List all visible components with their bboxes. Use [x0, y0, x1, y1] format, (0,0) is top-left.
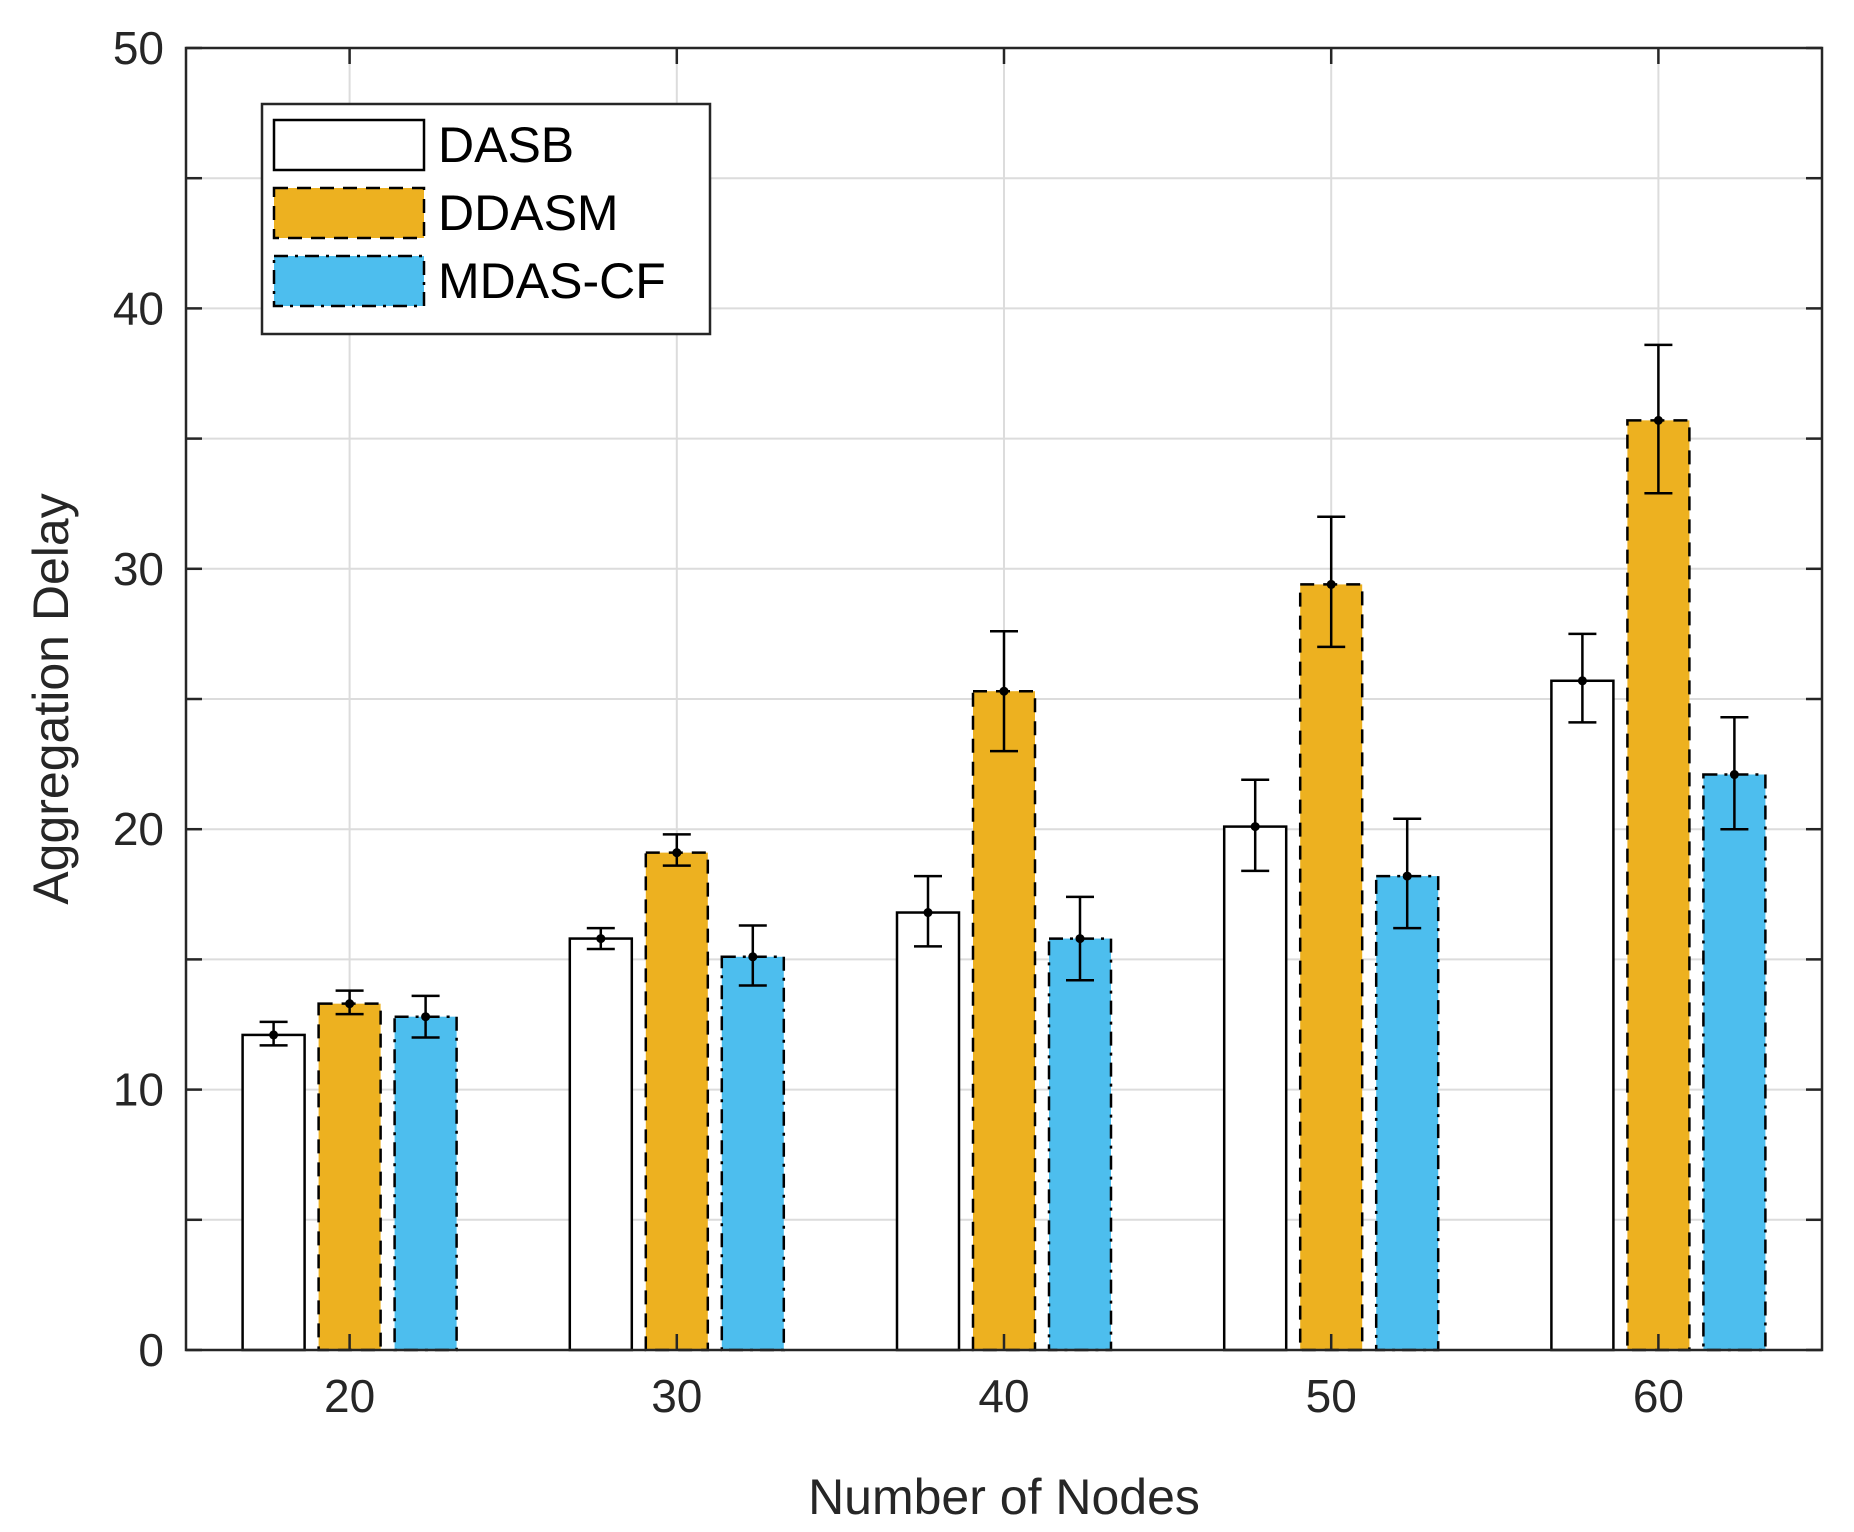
x-tick-label: 60 [1633, 1370, 1684, 1422]
mean-marker-dasb [1250, 822, 1260, 832]
mean-marker-dasb [1577, 676, 1587, 686]
x-axis-label: Number of Nodes [808, 1469, 1200, 1525]
y-tick-label: 30 [113, 543, 164, 595]
bar-dasb [1550, 679, 1615, 1352]
bar-ddasm [1626, 419, 1691, 1352]
bar-mdas-cf [720, 955, 786, 1352]
bar-dasb [241, 1033, 306, 1352]
mean-marker-ddasm [672, 848, 682, 858]
y-tick-label: 0 [138, 1324, 164, 1376]
mean-marker-ddasm [999, 686, 1009, 696]
axes [184, 46, 1824, 1352]
mean-marker-mdas-cf [421, 1012, 431, 1022]
mean-marker-mdas-cf [1075, 934, 1085, 944]
y-axis-label: Aggregation Delay [23, 493, 79, 904]
mean-marker-mdas-cf [748, 952, 758, 962]
tick-labels: 0 10 20 30 40 50 20 30 40 50 60 [113, 22, 1684, 1422]
bar-ddasm [971, 689, 1037, 1352]
mean-marker-ddasm [1326, 579, 1336, 589]
bar-ddasm [1298, 583, 1364, 1352]
y-tick-label: 40 [113, 282, 164, 334]
y-tick-label: 50 [113, 22, 164, 74]
mean-marker-dasb [923, 908, 933, 918]
bar-ddasm [644, 851, 710, 1352]
legend-swatch-ddasm [272, 186, 426, 240]
y-tick-label: 10 [113, 1064, 164, 1116]
bar-mdas-cf [1702, 773, 1767, 1352]
legend-swatch-mdas-cf [272, 254, 426, 308]
x-tick-label: 50 [1306, 1370, 1357, 1422]
bar-mdas-cf [1374, 874, 1440, 1352]
bar-dasb [895, 911, 961, 1352]
x-tick-label: 40 [978, 1370, 1029, 1422]
mean-marker-dasb [269, 1030, 279, 1040]
bar-dasb [568, 937, 634, 1352]
mean-marker-mdas-cf [1729, 770, 1739, 780]
legend-label-ddasm: DDASM [438, 185, 619, 241]
bar-dasb [1222, 825, 1288, 1352]
bar-ddasm [317, 1002, 382, 1352]
mean-marker-mdas-cf [1402, 871, 1412, 881]
bar-mdas-cf [1047, 937, 1113, 1352]
x-tick-label: 30 [651, 1370, 702, 1422]
mean-marker-ddasm [345, 999, 355, 1009]
legend-swatch-dasb [272, 118, 426, 172]
bar-mdas-cf [393, 1015, 458, 1352]
mean-marker-dasb [596, 934, 606, 944]
y-tick-label: 20 [113, 803, 164, 855]
bars [241, 343, 1767, 1352]
x-tick-label: 20 [324, 1370, 375, 1422]
legend: DASB DDASM MDAS-CF [260, 102, 712, 336]
mean-marker-ddasm [1653, 415, 1663, 425]
legend-label-mdas-cf: MDAS-CF [438, 253, 666, 309]
legend-label-dasb: DASB [438, 117, 574, 173]
